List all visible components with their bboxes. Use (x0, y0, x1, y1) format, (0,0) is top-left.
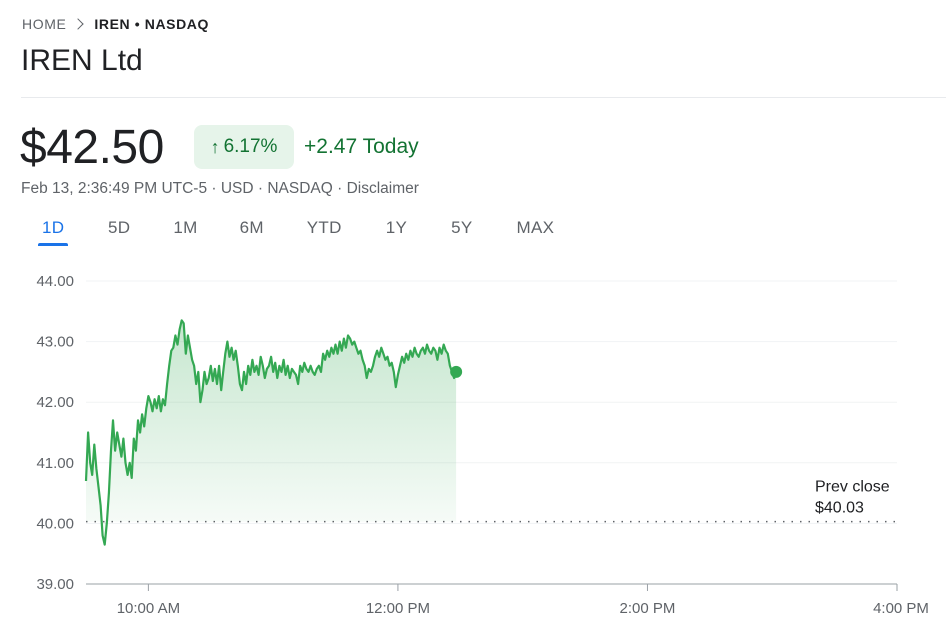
tab-6m[interactable]: 6M (239, 218, 264, 237)
x-tick-label: 10:00 AM (117, 600, 180, 617)
arrow-up-icon: ↑ (210, 136, 220, 157)
x-axis-ticks: 10:00 AM 12:00 PM 2:00 PM 4:00 PM (117, 584, 929, 617)
price-area-fill (86, 320, 457, 545)
x-tick-label: 2:00 PM (620, 600, 676, 617)
y-tick-label: 41.00 (36, 455, 74, 472)
current-price-dot (450, 365, 463, 378)
change-today: +2.47 Today (304, 135, 419, 158)
tab-max[interactable]: MAX (516, 218, 555, 237)
y-tick-label: 39.00 (36, 576, 74, 593)
chevron-right-icon (72, 18, 85, 30)
change-percent-badge: ↑ 6.17% (194, 125, 294, 169)
tab-ytd[interactable]: YTD (306, 218, 342, 237)
tab-1y[interactable]: 1Y (385, 218, 408, 237)
header-divider (21, 97, 946, 98)
x-tick-label: 12:00 PM (366, 600, 430, 617)
y-tick-label: 44.00 (36, 273, 74, 290)
y-tick-label: 43.00 (36, 334, 74, 351)
range-tabs: 1D 5D 1M 6M YTD 1Y 5Y MAX (26, 216, 554, 246)
tab-1m[interactable]: 1M (173, 218, 198, 237)
current-price: $42.50 (20, 121, 164, 174)
breadcrumb-ticker: IREN • NASDAQ (94, 16, 210, 32)
prev-close-value: $40.03 (815, 500, 864, 517)
prev-close-label: Prev close (815, 479, 890, 496)
y-axis-ticks: 44.00 43.00 42.00 41.00 40.00 39.00 (36, 273, 74, 593)
quote-meta: Feb 13, 2:36:49 PM UTC-5 · USD · NASDAQ … (21, 180, 419, 197)
change-percent-value: 6.17% (223, 136, 278, 157)
x-tick-label: 4:00 PM (873, 600, 929, 617)
breadcrumb-home-link[interactable]: HOME (22, 16, 67, 32)
y-tick-label: 42.00 (36, 394, 74, 411)
page-title: IREN Ltd (21, 44, 143, 77)
tab-5d[interactable]: 5D (108, 218, 131, 237)
tab-1d[interactable]: 1D (38, 216, 68, 246)
tab-5y[interactable]: 5Y (451, 218, 473, 237)
price-line (84, 319, 458, 546)
breadcrumb: HOME IREN • NASDAQ (22, 16, 209, 32)
y-tick-label: 40.00 (36, 515, 74, 532)
